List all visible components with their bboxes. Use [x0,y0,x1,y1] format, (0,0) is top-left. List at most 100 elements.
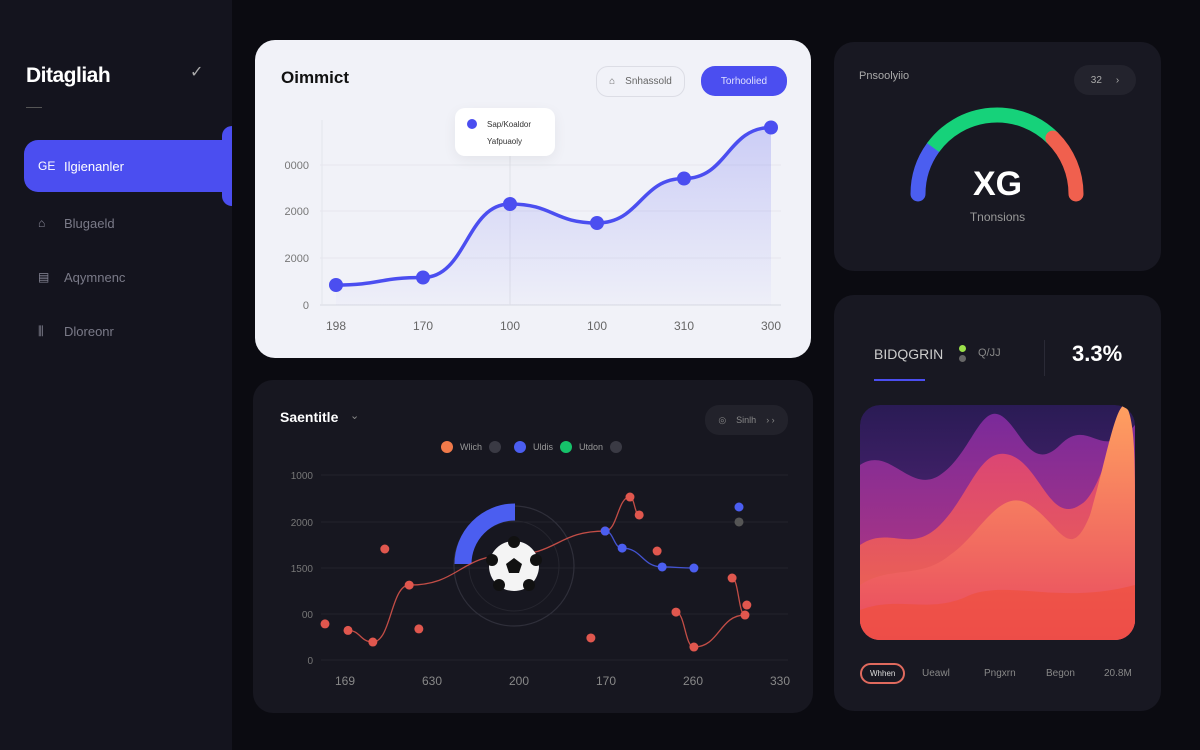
data-point [416,270,430,285]
data-point [503,197,517,211]
tab-4[interactable]: Begon [1046,668,1075,679]
more-icon: › › [766,415,775,425]
area-fill [336,127,771,305]
gauge-segment [1045,130,1084,202]
card-title: Saentitle [280,409,339,425]
data-point [329,278,343,292]
dashboard-icon: GE [38,159,56,173]
brand-logo: Ditagliah [26,64,111,87]
gauge-chart [910,107,1084,202]
tooltip-line: Yafpuaoly [487,137,522,146]
y-tick-label: 1500 [291,564,314,575]
percent-value: 3.3% [1072,341,1123,366]
legend-label: Wlich [460,442,482,452]
gauge-card: Pnsoolyiio 32 › XG Tnonsions [834,42,1161,271]
soccer-ball-patch [486,554,498,566]
x-tick-label: 100 [587,319,607,333]
x-tick-label: 100 [500,319,520,333]
line-chart: 0 2000 2000 0000 198 170 100 100 310 300 [285,120,781,333]
tab-5[interactable]: 20.8M [1104,668,1132,679]
chevron-down-icon[interactable]: ✓ [190,64,204,81]
data-point [634,510,644,520]
sidebar-item-1[interactable]: GE Ilgienanler [24,140,232,192]
bell-icon: ⌂ [609,76,616,87]
legend-dot [467,119,477,129]
data-point [586,633,596,643]
divider [26,107,42,108]
y-tick-label: 2000 [285,253,309,265]
area-card: BIDQGRIN Q/JJ 3.3% Whhen Ueawl Pngxrn Be… [834,295,1161,711]
area-layer [860,585,1135,640]
options-button[interactable]: ◎ Sinlh › › [705,405,788,435]
legend: Wlich Uldis Utdon [441,441,623,453]
soccer-ball-patch [508,536,520,548]
sidebar-item-3[interactable]: ▤ Aqymnenc [24,251,232,303]
data-point [689,642,699,652]
data-point [742,600,752,610]
y-tick-label: 1000 [291,471,314,482]
data-point [343,625,353,635]
y-tick-label: 0000 [285,160,309,172]
chart-tooltip: Sap/Koaldor Yafpuaoly [455,108,555,156]
area-layer [860,405,1135,640]
y-tick-label: 00 [302,610,314,621]
target-ring [468,520,560,612]
home-icon: ⌂ [38,216,46,230]
sidebar-item-label: Blugaeld [64,215,115,231]
x-tick-label: 200 [509,674,529,688]
soccer-ball-patch [530,554,542,566]
legend-dot [489,441,501,453]
divider [1044,340,1045,376]
legend-label: Utdon [579,442,604,452]
tab-2[interactable]: Ueawl [922,668,950,679]
x-tick-label: 260 [683,674,703,688]
period-value: 32 [1090,74,1102,86]
data-point [404,580,414,590]
scatter-card: Saentitle ⌄ ◎ Sinlh › › Wlich Uldis Utdon … [253,380,813,713]
status-dots [959,345,966,365]
data-point [740,610,750,620]
data-point [414,624,424,634]
legend-label: Uldis [533,442,554,452]
gauge-subtitle: Tnonsions [969,210,1026,224]
x-tick-label: 300 [761,319,781,333]
soccer-ball-patch [493,579,505,591]
chevron-down-icon[interactable]: ⌄ [350,410,360,422]
x-tick-label: 198 [326,319,346,333]
tooltip-line: Sap/Koaldor [487,120,532,129]
card-title: Oimmict [281,68,350,87]
sidebar: Ditagliah ✓ GE Ilgienanler ⌂ Blugaeld ▤ Aqy… [0,0,232,750]
tab-1[interactable]: Whhen [860,663,906,684]
x-tick-label: 170 [596,674,616,688]
report-icon: ▤ [38,270,50,284]
stacked-area-graphic [860,405,1135,640]
data-point [380,544,390,554]
sub-label: Q/JJ [978,347,1001,359]
sliders-icon: ⫼ [38,323,44,338]
refresh-icon: ◎ [718,414,727,425]
tab-label[interactable]: BIDQGRIN [874,346,944,362]
data-point [689,563,699,573]
sidebar-item-label: Ilgienanler [64,158,124,174]
period-select[interactable]: 32 › [1074,65,1136,95]
data-point [671,607,681,617]
data-point [657,562,667,572]
legend-dot [610,441,623,453]
data-point [617,543,627,553]
sidebar-item-2[interactable]: ⌂ Blugaeld [24,197,232,249]
legend-dot [514,441,526,453]
primary-button[interactable]: Torhoolied [701,66,787,96]
filter-button[interactable]: ⌂ Snhassold [596,66,685,97]
tab-3[interactable]: Pngxrn [984,668,1016,679]
soccer-ball-patch [506,558,522,573]
legend-dot [560,441,573,453]
x-tick-label: 170 [413,319,433,333]
sidebar-item-4[interactable]: ⫼ Dloreonr [24,305,232,357]
chevron-icon: › [1115,74,1120,86]
data-point [600,526,610,536]
x-tick-label: 169 [335,674,355,688]
gauge-segment [910,140,941,202]
data-point [625,492,635,502]
progress-arc [454,503,516,565]
data-point [677,171,691,186]
